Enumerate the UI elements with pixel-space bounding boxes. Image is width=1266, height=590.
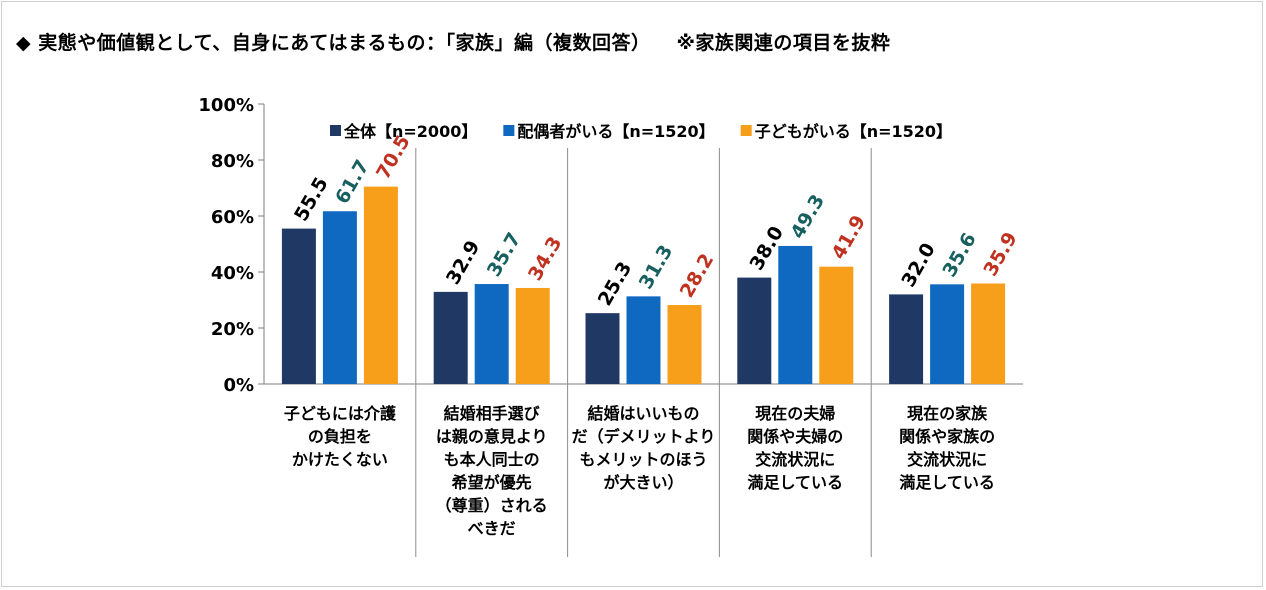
data-label: 41.9	[828, 212, 870, 264]
bar	[971, 283, 1006, 384]
bar	[778, 245, 813, 384]
data-label: 32.9	[442, 237, 484, 289]
bar	[930, 284, 965, 384]
data-label: 49.3	[787, 191, 829, 243]
y-tick-label: 100%	[198, 95, 254, 116]
category-label: 結婚相手選び は親の意見より も本人同士の 希望が優先 （尊重）される べきだ	[435, 404, 548, 538]
bar	[819, 266, 854, 384]
bar	[433, 291, 468, 384]
title-text: ◆ 実態や価値観として、自身にあてはまるもの：「家族」編（複数回答）	[16, 32, 651, 54]
title-note: ※家族関連の項目を抜粋	[676, 32, 891, 54]
legend-label: 全体【n=2000】	[343, 122, 477, 141]
y-tick-label: 20%	[211, 319, 254, 340]
data-label: 35.7	[483, 229, 525, 281]
data-label: 31.3	[635, 241, 677, 293]
data-label: 32.0	[897, 239, 939, 291]
category-label: 現在の家族 関係や家族の 交流状況に 満足している	[899, 404, 996, 492]
data-label: 28.2	[676, 250, 718, 302]
bar	[515, 287, 550, 384]
data-label: 35.9	[979, 228, 1021, 280]
category-label: 現在の夫婦 関係や夫婦の 交流状況に 満足している	[747, 404, 844, 492]
bar	[626, 296, 661, 384]
bar	[667, 305, 702, 384]
category-label: 結婚はいいもの だ（デメリットより もメリットのほう が大きい）	[571, 404, 716, 492]
y-tick-label: 80%	[211, 151, 254, 172]
y-tick-label: 40%	[211, 263, 254, 284]
legend-label: 配偶者がいる【n=1520】	[517, 122, 714, 141]
data-label: 34.3	[524, 233, 566, 285]
bar	[363, 186, 398, 384]
bar	[889, 294, 924, 384]
y-tick-label: 0%	[223, 375, 254, 396]
y-tick-label: 60%	[211, 207, 254, 228]
legend-swatch	[330, 125, 341, 136]
legend-label: 子どもがいる【n=1520】	[755, 122, 952, 141]
category-label: 子どもには介護 の負担を かけたくない	[283, 404, 396, 469]
bar	[585, 313, 620, 384]
legend-swatch	[740, 125, 752, 136]
bar	[322, 211, 357, 384]
bar	[737, 277, 772, 384]
data-label: 35.6	[938, 229, 980, 281]
bar	[474, 284, 509, 384]
bar	[281, 228, 316, 384]
chart-title: ◆ 実態や価値観として、自身にあてはまるもの：「家族」編（複数回答） ※家族関連の…	[16, 28, 890, 55]
legend-swatch	[503, 125, 515, 136]
